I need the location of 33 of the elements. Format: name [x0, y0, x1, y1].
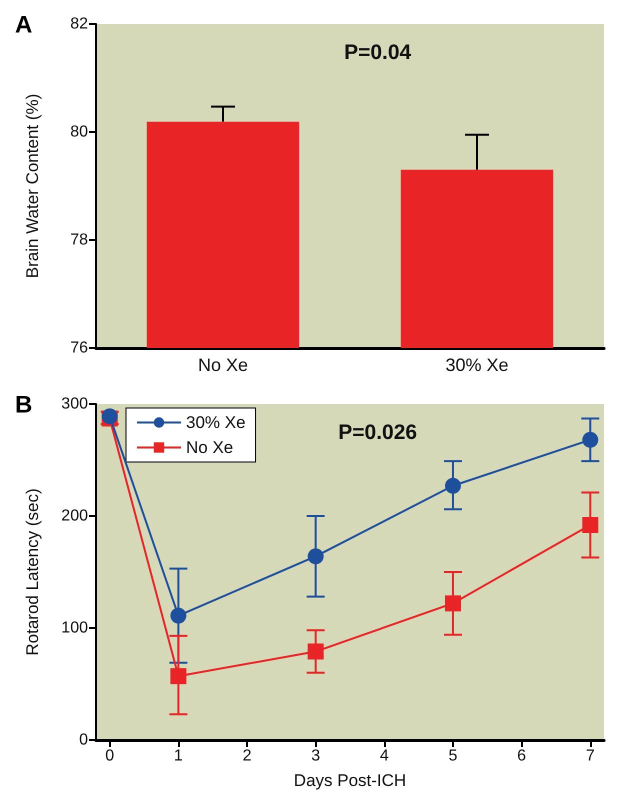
x-tick-label: 1: [174, 748, 183, 764]
x-tick-label: 0: [105, 748, 114, 764]
x-tick-label: 6: [517, 748, 526, 764]
point: [444, 595, 461, 612]
point: [170, 608, 186, 624]
y-axis-title: Rotarod Latency (sec): [23, 488, 42, 656]
point: [444, 478, 461, 494]
y-tick-label: 100: [61, 620, 88, 636]
y-tick-label: 76: [70, 340, 88, 356]
annotation: P=0.04: [344, 41, 412, 64]
chart-title: B: [15, 392, 32, 418]
x-tick-label: 4: [380, 748, 389, 764]
y-tick-label: 300: [61, 396, 88, 412]
point: [582, 516, 598, 533]
point: [582, 432, 598, 448]
point: [308, 548, 324, 564]
annotation: P=0.026: [338, 421, 418, 444]
point: [170, 668, 186, 684]
x-tick-label: 3: [311, 748, 320, 764]
y-tick-label: 0: [79, 732, 88, 748]
y-tick-label: 80: [70, 124, 88, 140]
x-tick-label: 2: [242, 748, 252, 764]
point: [308, 644, 324, 660]
legend-label: No Xe: [186, 438, 234, 457]
y-tick-label: 200: [61, 508, 88, 524]
legend-label: 30% Xe: [186, 413, 246, 432]
x-tick-label: 7: [586, 748, 595, 764]
y-axis-title: Brain Water Content (%): [23, 94, 42, 278]
y-tick-label: 78: [70, 232, 88, 248]
x-tick-label: 5: [448, 748, 458, 764]
y-tick-label: 82: [70, 16, 88, 32]
chart-title: A: [15, 12, 32, 38]
x-axis-title: Days Post-ICH: [294, 771, 406, 790]
